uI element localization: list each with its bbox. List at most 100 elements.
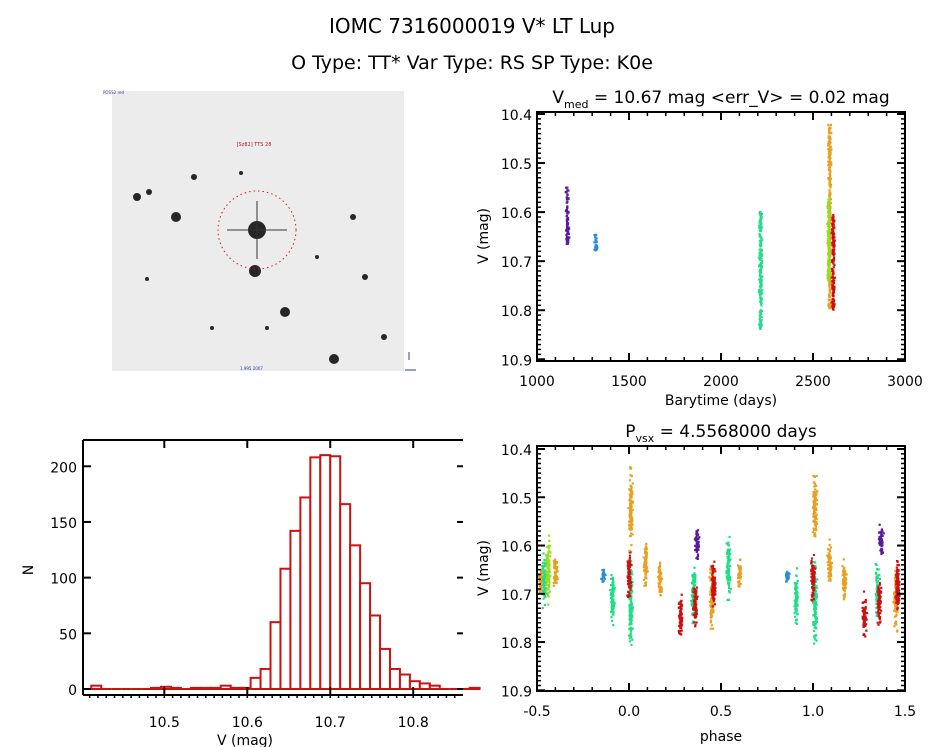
lightcurve-point <box>831 302 835 305</box>
lightcurve-point <box>760 319 763 322</box>
phased-point <box>814 532 817 536</box>
histogram-bar <box>159 685 172 690</box>
phased-point <box>844 577 847 580</box>
lightcurve-point <box>759 241 762 244</box>
phased-point <box>727 548 730 551</box>
lightcurve-point <box>828 299 831 302</box>
phased-point <box>842 568 845 571</box>
phased-point <box>546 545 549 549</box>
phased-point <box>728 535 731 539</box>
phased-point <box>544 562 547 565</box>
phased-point <box>711 590 714 593</box>
lightcurve-point <box>828 231 831 234</box>
phased-point <box>829 572 833 576</box>
phased-point <box>895 583 898 586</box>
lightcurve-point <box>828 295 831 298</box>
phased-point <box>813 505 816 509</box>
phased-point <box>630 614 633 617</box>
lightcurve-point <box>565 237 568 241</box>
phased-point <box>680 605 683 608</box>
phased-point <box>861 606 864 609</box>
phased-point <box>845 578 848 581</box>
phased-point <box>842 586 846 590</box>
phased-point <box>693 615 696 618</box>
phased-point <box>894 596 897 599</box>
phased-point <box>546 557 549 560</box>
phased-point <box>878 606 882 609</box>
phased-point <box>611 593 614 596</box>
lightcurve-point <box>831 269 834 272</box>
phased-point <box>555 561 559 565</box>
phased-point <box>629 626 632 629</box>
y-tick-label: 10.7 <box>501 588 532 604</box>
lightcurve-point <box>828 213 831 216</box>
phased-point <box>630 486 633 489</box>
phased-point <box>631 492 634 496</box>
lightcurve-point <box>827 204 830 207</box>
phased-point <box>864 598 867 602</box>
phased-point <box>631 606 634 609</box>
phased-point <box>827 557 830 560</box>
phased-point <box>814 491 817 494</box>
phased-point <box>542 586 545 589</box>
lightcurve-point <box>831 267 834 271</box>
phased-point <box>691 581 694 584</box>
phased-point <box>547 587 550 590</box>
phased-point <box>793 599 796 602</box>
phased-point <box>629 588 632 591</box>
phased-point <box>709 568 712 571</box>
phased-point <box>600 577 603 580</box>
phased-point <box>813 624 816 627</box>
phased-point <box>645 542 648 546</box>
lightcurve-point <box>758 227 761 230</box>
lightcurve-point <box>829 306 832 309</box>
phased-point <box>829 555 832 558</box>
phased-point <box>737 566 741 569</box>
phased-point <box>862 608 865 612</box>
phased-point <box>680 612 683 615</box>
phased-point <box>710 608 713 611</box>
phased-point <box>695 611 698 614</box>
phased-point <box>795 584 798 588</box>
phased-point <box>628 527 631 530</box>
histogram-bar <box>428 684 441 691</box>
phased-point <box>711 568 714 571</box>
phased-point <box>679 613 682 616</box>
phased-point <box>692 582 695 586</box>
phased-point <box>814 572 817 576</box>
lightcurve-ylabel: V (mag) <box>476 208 492 264</box>
phased-point <box>864 607 867 611</box>
phased-point <box>696 595 699 598</box>
phased-point <box>815 498 819 502</box>
phased-point <box>628 606 631 610</box>
phased-point <box>540 571 543 574</box>
lightcurve-point <box>566 189 569 192</box>
phased-point <box>628 551 632 554</box>
phased-point <box>827 575 830 578</box>
phased-point <box>728 551 731 554</box>
phased-point <box>878 543 881 546</box>
phased-point <box>877 614 880 618</box>
phased-point <box>725 570 728 573</box>
lightcurve-point <box>758 325 762 328</box>
phased-point <box>714 583 717 586</box>
phased-point <box>810 598 813 601</box>
star <box>239 171 243 175</box>
lightcurve-point <box>831 219 835 222</box>
lightcurve-point <box>828 293 831 296</box>
lightcurve-frame <box>536 111 906 362</box>
lightcurve-point <box>833 276 837 279</box>
phased-point <box>644 551 647 554</box>
phased-point <box>545 560 548 563</box>
phased-point <box>880 544 883 547</box>
lightcurve-point <box>593 248 596 251</box>
phased-point <box>878 589 881 592</box>
histogram-bar <box>319 454 332 690</box>
phased-point <box>895 598 898 601</box>
lightcurve-point <box>567 197 570 200</box>
phased-point <box>657 571 660 574</box>
lightcurve-point <box>832 222 835 225</box>
lightcurve-point <box>827 260 830 263</box>
phased-point <box>627 576 630 580</box>
phased-point <box>729 565 732 568</box>
